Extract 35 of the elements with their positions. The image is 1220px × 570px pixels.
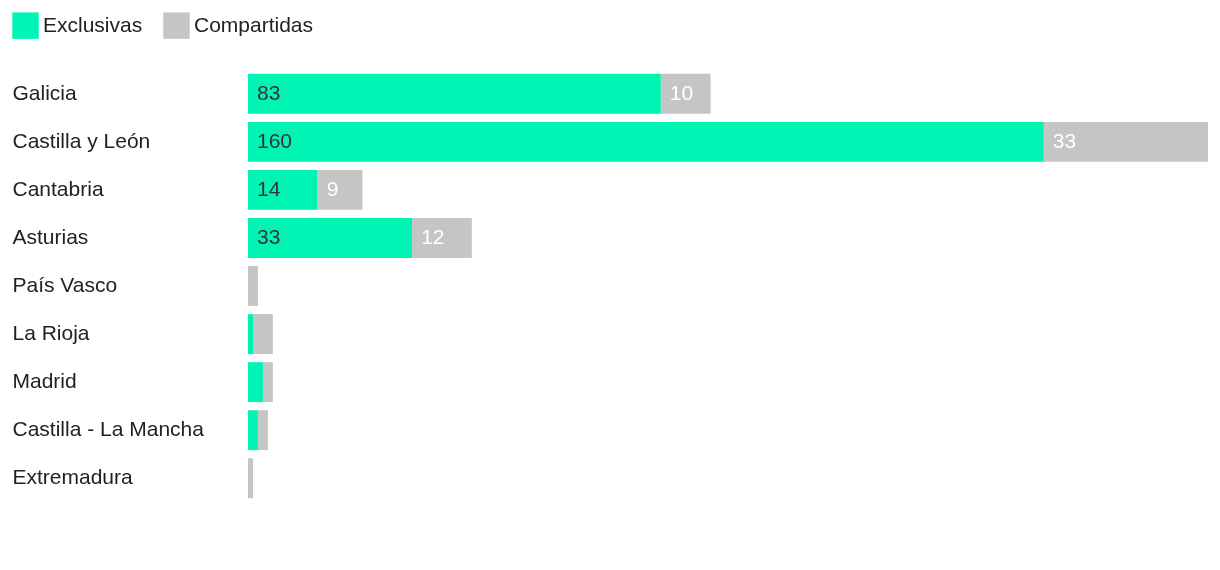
bar — [262, 362, 273, 403]
bar — [660, 73, 711, 114]
data-label: 33 — [1052, 128, 1077, 152]
legend-label: Compartidas — [194, 12, 314, 36]
y-tick-label: Madrid — [12, 369, 77, 393]
y-tick-label: Cantabria — [12, 176, 104, 200]
bar — [1043, 121, 1208, 162]
bar — [248, 218, 413, 258]
data-label: 33 — [257, 224, 281, 248]
legend-label: Exclusivas — [43, 12, 143, 36]
bar — [257, 410, 268, 451]
bar — [248, 121, 1044, 162]
y-tick-label: País Vasco — [12, 273, 118, 296]
bar — [248, 362, 263, 403]
bar — [252, 314, 273, 354]
data-label: 83 — [257, 80, 281, 104]
bar — [248, 410, 258, 451]
bar — [317, 169, 363, 210]
bar — [412, 218, 472, 258]
y-tick-label: Extremadura — [12, 465, 134, 489]
y-tick-label: La Rioja — [12, 321, 90, 345]
bar — [248, 458, 253, 499]
data-label: 9 — [326, 176, 339, 200]
bar — [248, 73, 661, 114]
y-tick-label: Asturias — [12, 224, 89, 248]
bar — [248, 169, 318, 210]
data-label: 10 — [669, 80, 694, 104]
y-tick-label: Castilla y León — [12, 128, 151, 152]
y-tick-label: Galicia — [12, 80, 78, 104]
y-tick-label: Castilla - La Mancha — [12, 417, 205, 441]
data-label: 14 — [257, 176, 281, 200]
bar — [248, 266, 258, 306]
data-label: 12 — [421, 224, 445, 248]
data-label: 160 — [257, 128, 293, 152]
bar — [248, 314, 253, 354]
